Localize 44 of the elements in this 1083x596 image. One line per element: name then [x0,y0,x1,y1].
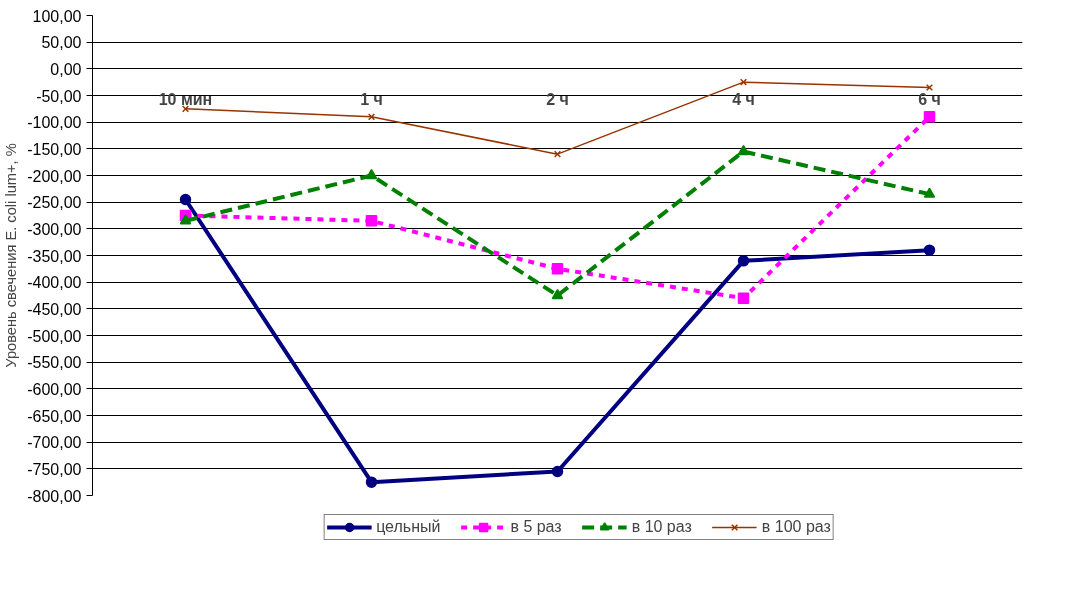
x-tick-label: 6 ч [918,90,941,108]
x-tick-label: 2 ч [546,90,569,108]
y-tick-label: -50,00 [36,87,82,105]
y-tick-label: -400,00 [27,274,82,292]
x-tick-label: 10 мин [158,90,213,108]
point [365,215,378,227]
legend-label: цельный [376,518,441,536]
y-tick-label: -700,00 [27,434,82,452]
x-tick-label: 1 ч [360,90,383,108]
y-tick-label: -250,00 [27,194,82,212]
point [737,255,750,267]
y-tick-label: -600,00 [27,380,82,398]
point [179,214,192,225]
legend-label: в 10 раз [631,518,692,536]
point [551,263,564,275]
y-tick-label: -500,00 [27,327,82,345]
y-tick-label: -300,00 [27,220,82,238]
y-tick-label: -550,00 [27,354,82,372]
point [923,187,936,198]
point [925,83,934,92]
y-tick-label: -100,00 [27,114,82,132]
y-tick-label: -150,00 [27,140,82,158]
point [737,292,750,304]
y-tick-label: -650,00 [27,407,82,425]
x-tick-label: 4 ч [732,90,755,108]
point [737,144,750,156]
y-tick-label: -350,00 [27,247,82,265]
point [551,465,564,478]
point [551,288,564,300]
y-axis-title: Уровень свечения E. coli lum+, % [3,143,20,368]
y-tick-label: -450,00 [27,300,82,318]
y-tick-label: -800,00 [27,487,82,505]
y-tick-label: 0,00 [50,60,82,78]
y-tick-label: -200,00 [27,167,82,185]
point [179,193,192,206]
point [365,476,378,488]
point [923,244,936,256]
point [365,168,378,180]
y-tick-label: 100,00 [32,7,82,25]
legend-label: в 100 раз [761,518,831,536]
point [923,111,936,123]
legend-label: в 5 раз [510,518,562,536]
y-tick-label: 50,00 [41,34,82,52]
y-tick-label: -750,00 [27,460,82,478]
